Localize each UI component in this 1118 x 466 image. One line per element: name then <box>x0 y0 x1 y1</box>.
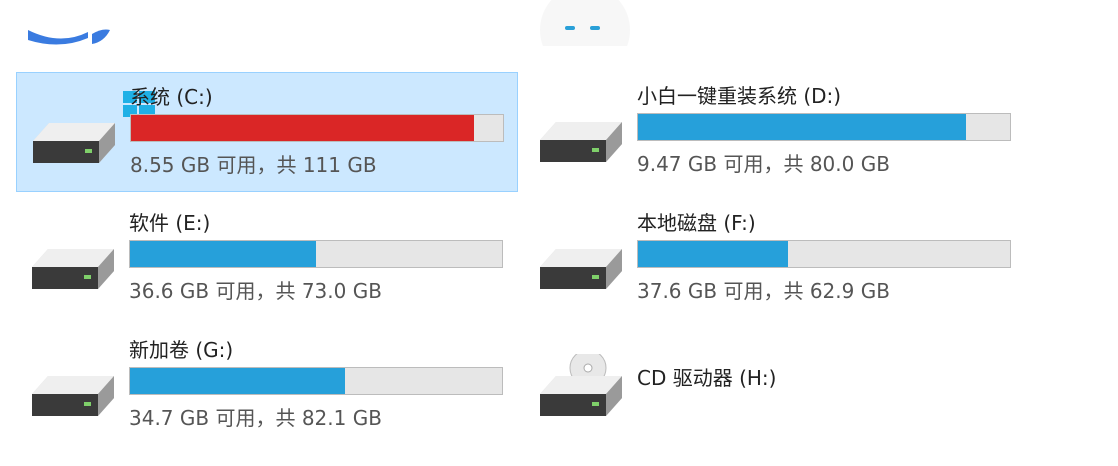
free-space-text: 37.6 GB 可用，共 62.9 GB <box>637 279 890 303</box>
hard-drive-icon <box>28 227 118 297</box>
usage-fill <box>638 241 788 267</box>
drive-name: 新加卷 (G:) <box>129 338 234 362</box>
hard-drive-icon <box>536 100 626 170</box>
drive-item[interactable]: 新加卷 (G:) 34.7 GB 可用，共 82.1 GB <box>16 326 516 444</box>
drive-item[interactable]: 本地磁盘 (F:) 37.6 GB 可用，共 62.9 GB <box>524 199 1024 317</box>
drive-name: CD 驱动器 (H:) <box>637 366 777 390</box>
drive-item[interactable]: 系统 (C:) 8.55 GB 可用，共 111 GB <box>16 72 518 192</box>
drive-name: 系统 (C:) <box>130 85 213 109</box>
drive-item[interactable]: 软件 (E:) 36.6 GB 可用，共 73.0 GB <box>16 199 516 317</box>
free-space-text: 8.55 GB 可用，共 111 GB <box>130 153 377 177</box>
usage-bar <box>637 113 1011 141</box>
usage-fill <box>131 115 475 141</box>
usage-bar <box>637 240 1011 268</box>
cloud-app-icons <box>28 0 630 46</box>
usage-fill <box>130 241 316 267</box>
usage-bar <box>129 240 503 268</box>
cd-drive-icon <box>536 349 626 424</box>
usage-bar <box>130 114 504 142</box>
hard-drive-icon <box>28 354 118 424</box>
usage-fill <box>130 368 345 394</box>
drive-name: 小白一键重装系统 (D:) <box>637 84 842 108</box>
usage-bar <box>129 367 503 395</box>
usage-fill <box>638 114 967 140</box>
drive-item[interactable]: 小白一键重装系统 (D:) 9.47 GB 可用，共 80.0 GB <box>524 72 1024 190</box>
free-space-text: 9.47 GB 可用，共 80.0 GB <box>637 152 890 176</box>
drive-name: 软件 (E:) <box>129 211 211 235</box>
partially-visible-row <box>0 0 1118 46</box>
drive-item[interactable]: CD 驱动器 (H:) <box>524 326 1024 444</box>
drive-name: 本地磁盘 (F:) <box>637 211 756 235</box>
free-space-text: 34.7 GB 可用，共 82.1 GB <box>129 406 382 430</box>
windows-drive-icon <box>29 91 155 171</box>
hard-drive-icon <box>536 227 626 297</box>
free-space-text: 36.6 GB 可用，共 73.0 GB <box>129 279 382 303</box>
